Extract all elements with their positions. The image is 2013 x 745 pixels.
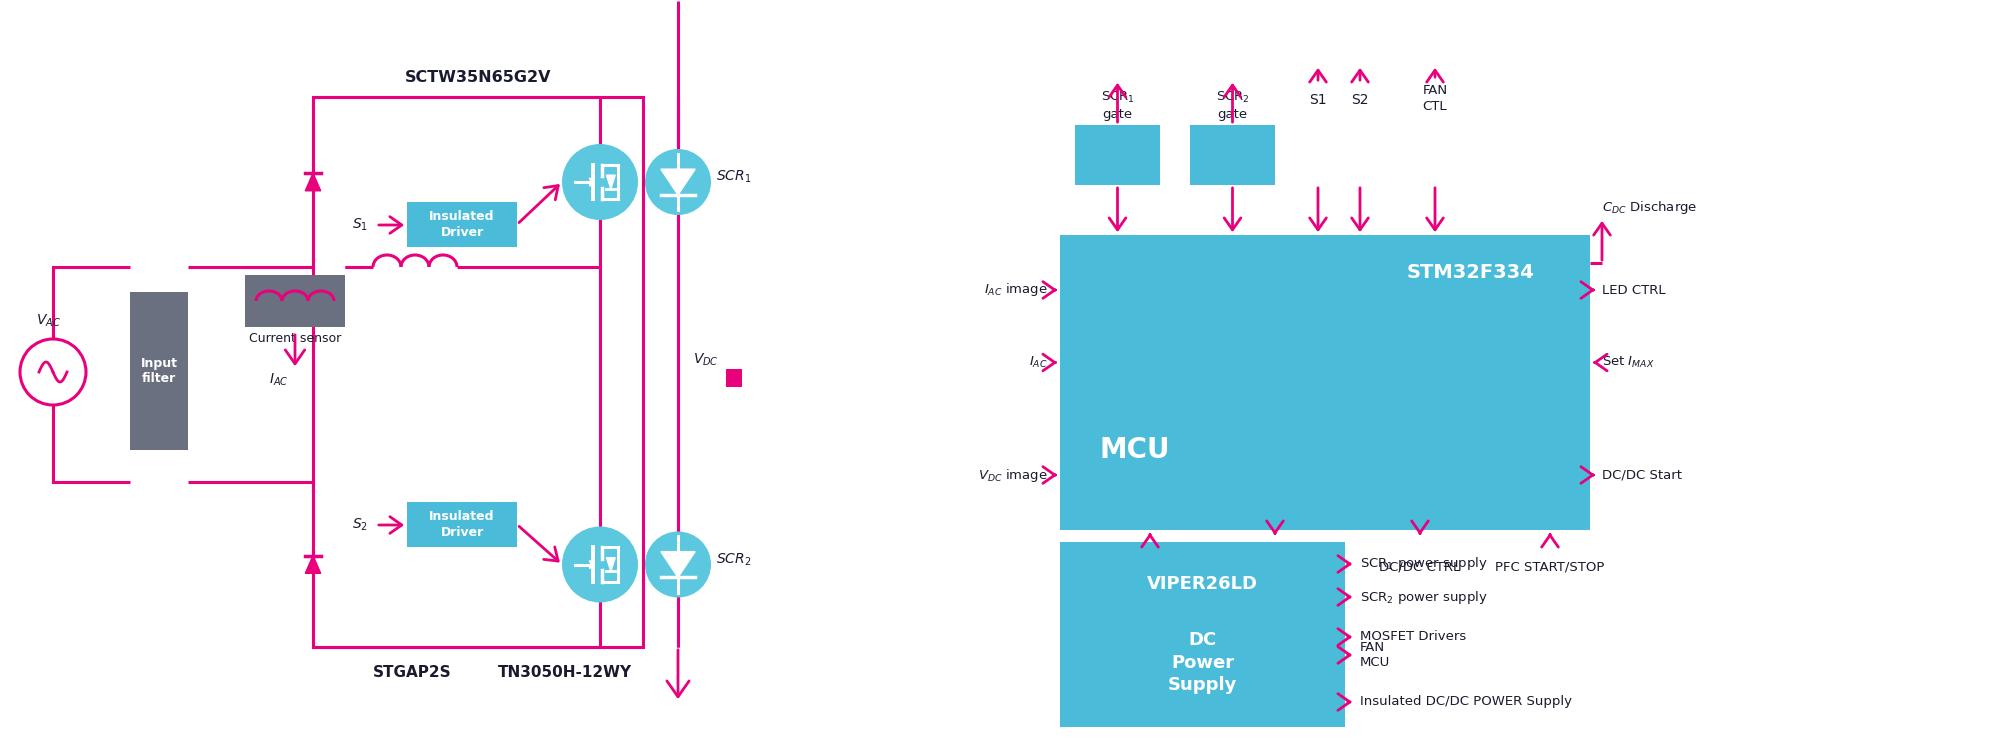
Text: S1: S1 — [1308, 93, 1327, 107]
Text: MOSFET Drivers: MOSFET Drivers — [1361, 630, 1465, 644]
Circle shape — [562, 527, 638, 603]
Bar — [407, 202, 517, 247]
Text: Input
filter: Input filter — [141, 357, 177, 385]
Polygon shape — [306, 556, 320, 574]
Bar — [1061, 542, 1345, 727]
Bar — [1075, 125, 1159, 185]
Text: LED CTRL: LED CTRL — [1602, 284, 1665, 297]
Text: PFC START/STOP: PFC START/STOP — [1496, 560, 1604, 573]
Circle shape — [644, 149, 711, 215]
Bar — [727, 370, 743, 387]
Text: $V_{AC}$: $V_{AC}$ — [36, 313, 60, 329]
Text: $SCR_2$: $SCR_2$ — [717, 551, 751, 568]
Polygon shape — [606, 558, 616, 571]
Polygon shape — [660, 551, 694, 577]
Text: VIPER26LD: VIPER26LD — [1147, 575, 1258, 593]
Polygon shape — [606, 175, 616, 188]
Text: Fix / Var ICL: Fix / Var ICL — [1111, 560, 1190, 573]
Text: $I_{AC}$: $I_{AC}$ — [270, 372, 290, 388]
Bar — [246, 275, 344, 327]
Text: SCTW35N65G2V: SCTW35N65G2V — [405, 70, 552, 85]
Bar — [1061, 235, 1590, 530]
Bar — [131, 292, 187, 450]
Text: $I^2C$: $I^2C$ — [1264, 560, 1286, 577]
Circle shape — [644, 531, 711, 597]
Text: $V_{DC}$: $V_{DC}$ — [692, 352, 719, 368]
Text: FAN
CTL: FAN CTL — [1423, 84, 1447, 113]
Text: STGAP2S: STGAP2S — [372, 665, 451, 680]
Text: FAN
MCU: FAN MCU — [1361, 641, 1391, 669]
Text: SCR$_2$
gate: SCR$_2$ gate — [1216, 90, 1250, 121]
Circle shape — [562, 144, 638, 220]
Text: $S_1$: $S_1$ — [352, 217, 368, 233]
Text: Current sensor: Current sensor — [250, 332, 340, 345]
Text: $I_{AC}$: $I_{AC}$ — [1029, 355, 1049, 370]
Polygon shape — [306, 173, 320, 191]
Text: TN3050H-12WY: TN3050H-12WY — [497, 665, 632, 680]
Text: Insulated
Driver: Insulated Driver — [429, 211, 495, 238]
Text: MCU: MCU — [1099, 436, 1170, 464]
Bar — [407, 502, 517, 547]
Bar — [312, 97, 642, 647]
Text: STM32F334: STM32F334 — [1407, 264, 1534, 282]
Text: DC/DC Start: DC/DC Start — [1602, 469, 1683, 481]
Text: SCR$_2$ power supply: SCR$_2$ power supply — [1361, 589, 1488, 606]
Text: DC
Power
Supply: DC Power Supply — [1168, 631, 1238, 694]
Text: $SCR_1$: $SCR_1$ — [717, 169, 751, 186]
Text: $I_{AC}$ image: $I_{AC}$ image — [984, 282, 1049, 299]
Text: $S_2$: $S_2$ — [352, 517, 368, 533]
Bar — [1190, 125, 1274, 185]
Text: S2: S2 — [1351, 93, 1369, 107]
Polygon shape — [660, 169, 694, 195]
Text: Insulated DC/DC POWER Supply: Insulated DC/DC POWER Supply — [1361, 696, 1572, 708]
Text: $V_{DC}$ image: $V_{DC}$ image — [978, 466, 1049, 484]
Text: DC/DC CTRL: DC/DC CTRL — [1379, 560, 1461, 573]
Text: SCR$_1$
gate: SCR$_1$ gate — [1101, 90, 1135, 121]
Text: Set $I_{MAX}$: Set $I_{MAX}$ — [1602, 355, 1655, 370]
Text: $C_{DC}$ Discharge: $C_{DC}$ Discharge — [1602, 200, 1697, 217]
Text: Insulated
Driver: Insulated Driver — [429, 510, 495, 539]
Text: SCR$_1$ power supply: SCR$_1$ power supply — [1361, 556, 1488, 572]
